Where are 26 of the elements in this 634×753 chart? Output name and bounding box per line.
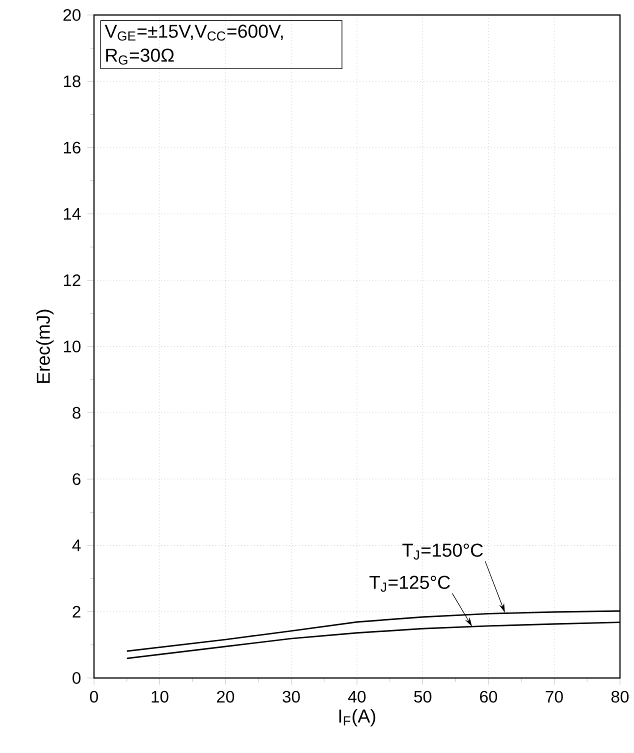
y-tick-label: 12	[64, 274, 80, 286]
x-tick-label: 70	[546, 690, 563, 703]
y-tick-label: 14	[64, 208, 81, 220]
y-tick-label: 6	[72, 473, 80, 485]
y-tick-label: 20	[63, 9, 81, 21]
annotation: R$_{G}$=30Ω	[106, 48, 174, 65]
annotation: V$_{GE}$=±15V,V$_{CC}$=600V,	[104, 24, 283, 41]
x-tick-label: 30	[282, 690, 300, 703]
annotation: T$_{J}$=125°C	[369, 576, 450, 592]
y-tick-label: 10	[64, 340, 81, 352]
y-tick-label: 16	[64, 142, 80, 154]
x-tick-label: 40	[348, 690, 366, 703]
x-tick-label: 20	[217, 690, 234, 703]
x-tick-label: 60	[480, 690, 498, 703]
x-tick-label: 80	[611, 690, 629, 703]
y-tick-label: 0	[72, 672, 81, 684]
y-tick-label: 4	[72, 540, 81, 552]
x-tick-label: 0	[90, 690, 98, 703]
annotation: T$_{J}$=150°C	[402, 544, 483, 560]
y-tick-label: 18	[64, 75, 80, 88]
x-axis-title: I$_{F}$(A)	[339, 708, 376, 726]
y-tick-label: 8	[72, 406, 80, 419]
x-tick-label: 10	[152, 690, 168, 703]
y-axis-title: Erec(mJ)	[36, 310, 54, 383]
x-tick-label: 50	[414, 690, 432, 703]
y-tick-label: 2	[72, 606, 80, 618]
